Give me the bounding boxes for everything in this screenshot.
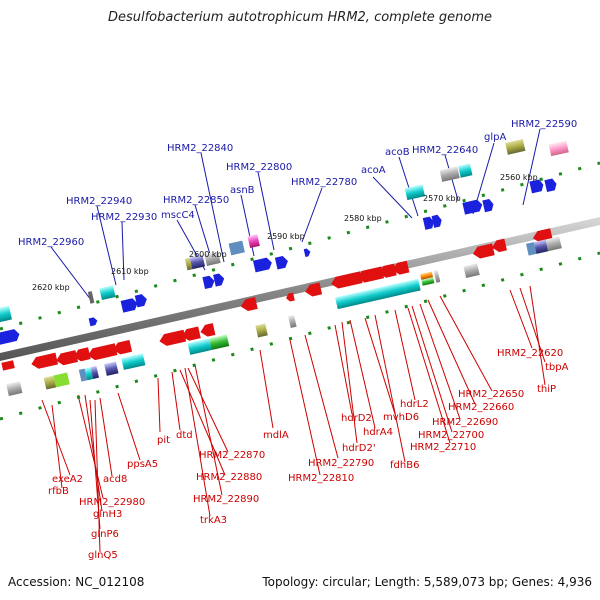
gene-label[interactable]: HRM2_22650 <box>458 389 524 400</box>
gene-label[interactable]: HRM2_22940 <box>66 196 132 207</box>
accession-text: Accession: NC_012108 <box>8 575 145 589</box>
gene-label[interactable]: glnH3 <box>93 509 122 520</box>
genome-summary-text: Topology: circular; Length: 5,589,073 bp… <box>262 575 592 589</box>
gene-label[interactable]: HRM2_22590 <box>511 119 577 130</box>
gene-label[interactable]: glnQ5 <box>88 550 118 561</box>
gene-label[interactable]: glpA <box>484 132 506 143</box>
feature-band[interactable] <box>0 130 594 398</box>
gene-label[interactable]: thiP <box>537 384 556 395</box>
gene-label[interactable]: HRM2_22700 <box>418 430 484 441</box>
gene-label[interactable]: mvhD6 <box>383 412 419 423</box>
gene-label[interactable]: HRM2_22810 <box>288 473 354 484</box>
gene-label[interactable]: HRM2_22850 <box>163 195 229 206</box>
gene-label[interactable]: acoB <box>385 147 410 158</box>
ruler-label-2610: 2610 kbp <box>111 267 149 276</box>
gene-label[interactable]: dtd <box>176 430 193 441</box>
gene-label[interactable]: HRM2_22660 <box>448 402 514 413</box>
gene-label[interactable]: ppsA5 <box>127 459 158 470</box>
gene-label[interactable]: hdrL2 <box>400 399 429 410</box>
gene-label[interactable]: HRM2_22840 <box>167 143 233 154</box>
ruler-label-2580: 2580 kbp <box>344 214 382 223</box>
ruler-label-2570: 2570 kbp <box>423 194 461 203</box>
gene-label[interactable]: acd8 <box>103 474 127 485</box>
gene-label[interactable]: pit <box>157 435 170 446</box>
gene-label[interactable]: HRM2_22890 <box>193 494 259 505</box>
genome-backbone <box>0 217 600 361</box>
gene-label[interactable]: hdrD2' <box>342 443 376 454</box>
ruler-label-2600: 2600 kbp <box>189 250 227 259</box>
gene-label[interactable]: HRM2_22780 <box>291 177 357 188</box>
gene-label[interactable]: HRM2_22930 <box>91 212 157 223</box>
gene-label[interactable]: HRM2_22800 <box>226 162 292 173</box>
gene-label[interactable]: HRM2_22870 <box>199 450 265 461</box>
gene-label[interactable]: HRM2_22790 <box>308 458 374 469</box>
gene-label[interactable]: HRM2_22690 <box>432 417 498 428</box>
gene-label[interactable]: HRM2_22980 <box>79 497 145 508</box>
gene-label[interactable]: rfbB <box>48 486 69 497</box>
gene-label[interactable]: fdhB6 <box>390 460 419 471</box>
gene-label[interactable]: glnP6 <box>91 529 119 540</box>
gene-label[interactable]: HRM2_22620 <box>497 348 563 359</box>
gene-label[interactable]: HRM2_22710 <box>410 442 476 453</box>
gene-label[interactable]: HRM2_22960 <box>18 237 84 248</box>
gene-label[interactable]: tbpA <box>545 362 569 373</box>
gene-label[interactable]: asnB <box>230 185 255 196</box>
gene-label[interactable]: mdlA <box>263 430 289 441</box>
gene-label[interactable]: hdrA4 <box>363 427 393 438</box>
gene-label[interactable]: acoA <box>361 165 386 176</box>
gene-label[interactable]: HRM2_22640 <box>412 145 478 156</box>
gene-label[interactable]: HRM2_22880 <box>196 472 262 483</box>
map-title: Desulfobacterium autotrophicum HRM2, com… <box>107 10 493 25</box>
ruler-label-2590: 2590 kbp <box>267 232 305 241</box>
gene-label[interactable]: hdrD2 <box>341 413 372 424</box>
gene-label[interactable]: exeA2 <box>52 474 83 485</box>
gene-label[interactable]: mscC4 <box>161 210 195 221</box>
gene-label[interactable]: trkA3 <box>200 515 227 526</box>
ruler-label-2560: 2560 kbp <box>500 173 538 182</box>
ruler-label-2620: 2620 kbp <box>32 283 70 292</box>
